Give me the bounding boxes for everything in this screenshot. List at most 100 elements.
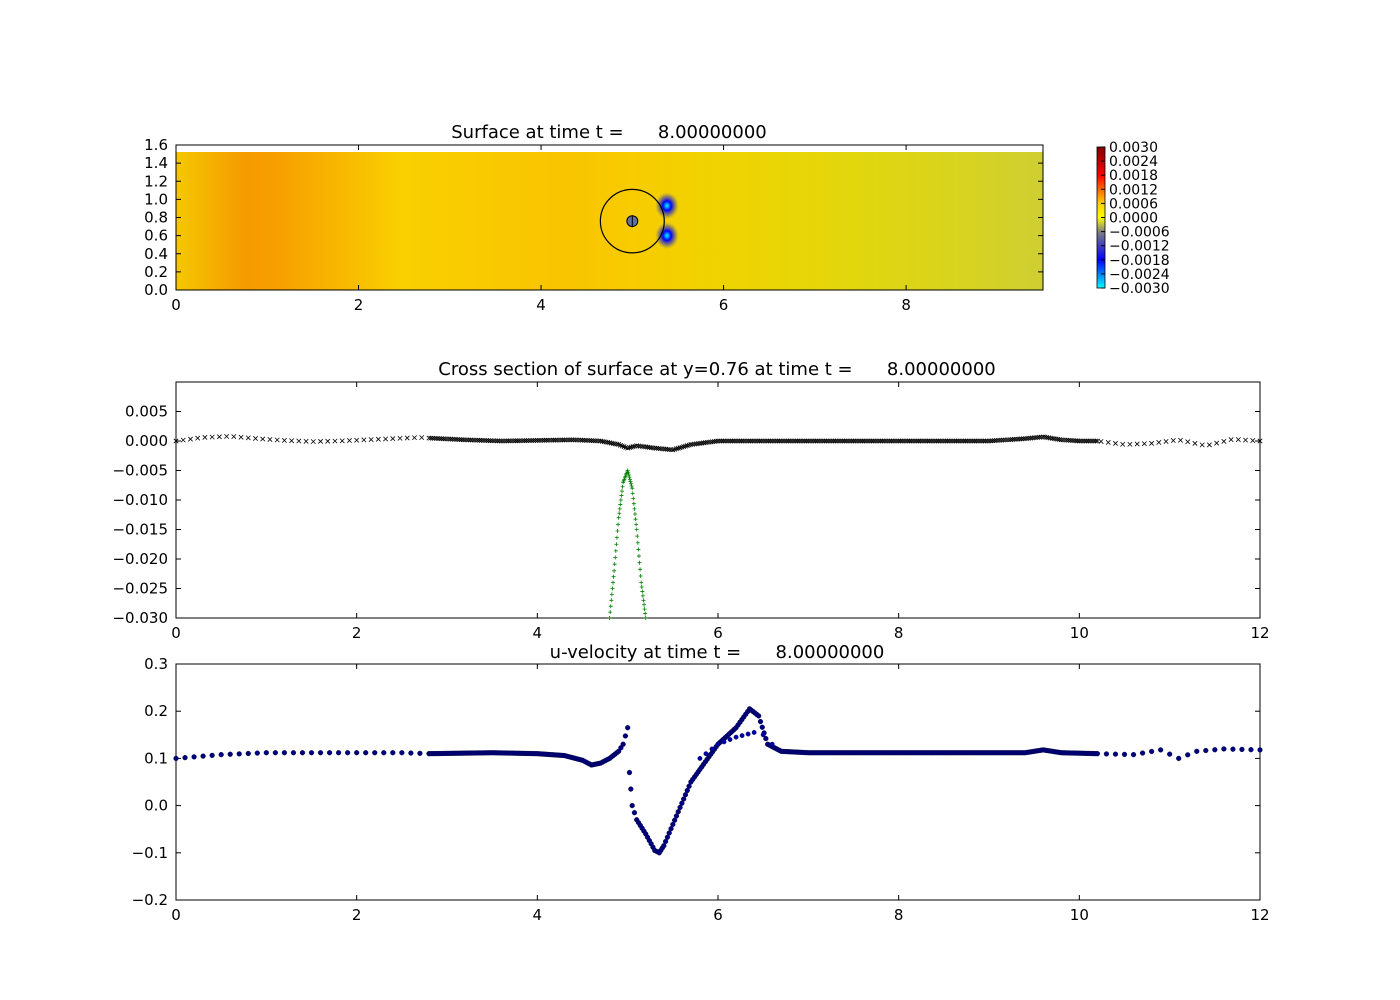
surface-point-x [970, 438, 976, 444]
bathymetry-point-plus [626, 470, 631, 475]
surface-point-x [245, 435, 251, 441]
cross-section-ytick-label: −0.030 [112, 609, 168, 627]
bathymetry-point-plus [640, 589, 645, 594]
surface-point-x [796, 438, 802, 444]
u-velocity-plot-frame [175, 663, 1261, 901]
u-velocity-xtick-label: 8 [894, 906, 904, 924]
bathymetry-point-plus [618, 502, 623, 507]
surface-point-x [509, 438, 515, 444]
surface-xtick-label: 8 [901, 296, 911, 314]
bathymetry-point-plus [613, 548, 618, 553]
surface-point-x [751, 438, 757, 444]
surface-point-x [941, 438, 947, 444]
u-velocity-xtick-label: 4 [533, 906, 543, 924]
surface-point-x [361, 437, 367, 443]
u-velocity-point [1176, 755, 1182, 762]
surface-point-x [296, 438, 302, 444]
surface-point-x [979, 438, 985, 444]
bathymetry-point-plus [628, 479, 633, 484]
surface-point-x [1163, 438, 1169, 444]
surface-point-x [961, 438, 967, 444]
bathymetry-point-plus [643, 616, 648, 620]
bathymetry-point-plus [614, 542, 619, 547]
surface-point-x [805, 438, 811, 444]
surface-point-x [878, 438, 884, 444]
u-velocity-ytick-label: 0.2 [144, 702, 168, 720]
u-velocity-xtick-label: 2 [352, 906, 362, 924]
u-velocity-point [1094, 751, 1101, 757]
surface-point-x [552, 437, 558, 443]
surface-point-x [303, 438, 309, 444]
surface-point-x [274, 437, 280, 443]
surface-point-x [496, 438, 502, 444]
surface-point-x [870, 438, 876, 444]
surface-point-x [728, 438, 734, 444]
u-velocity-ytick-label: 0.0 [144, 797, 168, 815]
surface-point-x [852, 438, 858, 444]
surface-point-x [802, 438, 808, 444]
surface-point-x [726, 438, 732, 444]
bathymetry-point-plus [610, 586, 615, 591]
surface-point-x [310, 439, 316, 445]
surface-point-x [626, 445, 632, 451]
surface-point-x [907, 438, 912, 444]
surface-ytick-label: 1.2 [144, 172, 168, 190]
surface-point-x [1250, 438, 1256, 444]
surface-point-x [769, 438, 775, 444]
surface-point-x [798, 438, 804, 444]
surface-point-x [749, 438, 755, 444]
surface-point-x [1112, 440, 1118, 446]
colorbar-tick-label: −0.0018 [1109, 253, 1170, 269]
u-velocity-point [299, 750, 306, 756]
surface-point-x [841, 438, 847, 444]
surface-point-x [822, 438, 828, 444]
surface-point-x [921, 438, 927, 444]
surface-point-x [793, 438, 799, 444]
bathymetry-point-plus [642, 607, 647, 612]
surface-point-x [346, 438, 352, 444]
u-velocity-point [173, 755, 179, 762]
surface-ytick-label: 0.6 [144, 227, 168, 245]
surface-point-x [375, 436, 381, 442]
u-velocity-point [1158, 747, 1164, 753]
surface-point-x [325, 438, 331, 444]
u-velocity-xtick-label: 10 [1070, 906, 1089, 924]
bathymetry-point-plus [633, 512, 638, 517]
surface-point-x [1085, 438, 1091, 444]
u-velocity-point [1230, 746, 1236, 752]
bathymetry-point-plus [612, 562, 617, 567]
u-velocity-point [254, 750, 260, 756]
u-velocity-secondary-point [769, 741, 775, 747]
surface-point-x [536, 437, 542, 443]
surface-point-x [784, 438, 790, 444]
bathymetry-point-plus [634, 527, 639, 532]
surface-point-x [1078, 438, 1084, 444]
surface-point-x [522, 438, 528, 444]
surface-point-x [543, 437, 549, 443]
surface-point-x [202, 434, 208, 440]
u-velocity-point [1221, 746, 1227, 752]
surface-point-x [887, 438, 893, 444]
bathymetry-point-plus [631, 501, 636, 506]
surface-point-x [952, 438, 958, 444]
surface-point-x [1084, 438, 1090, 444]
surface-point-x [908, 438, 914, 444]
u-velocity-point [326, 750, 333, 756]
bathymetry-point-plus [643, 611, 648, 616]
bathymetry-point-plus [639, 580, 644, 585]
surface-point-x [561, 437, 567, 443]
surface-point-x [502, 438, 508, 444]
surface-point-x [809, 438, 815, 444]
surface-point-x [516, 438, 522, 444]
surface-point-x [823, 438, 829, 444]
u-velocity-point [200, 753, 206, 759]
surface-point-x [899, 438, 905, 444]
u-velocity-point [281, 750, 288, 756]
u-velocity-point [399, 750, 405, 756]
bathymetry-point-plus [636, 554, 641, 559]
surface-point-x [720, 438, 726, 444]
u-velocity-point [336, 750, 342, 756]
surface-point-x [1080, 438, 1086, 444]
bathymetry-point-plus [608, 604, 613, 609]
surface-point-x [558, 437, 564, 443]
